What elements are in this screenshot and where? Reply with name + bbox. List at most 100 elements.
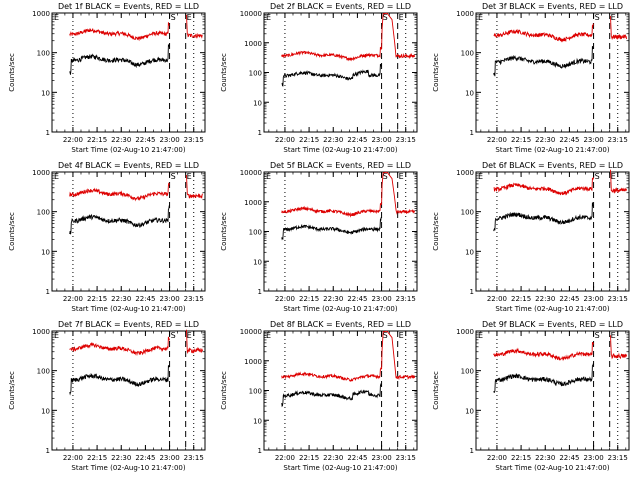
y-axis-label: Counts/sec [432, 212, 440, 251]
x-tick-label: 22:45 [135, 295, 155, 303]
plot-frame [475, 171, 630, 292]
y-axis-label: Counts/sec [220, 371, 228, 410]
plot-frame [263, 12, 418, 133]
start-marker-label: E [478, 172, 483, 181]
x-axis-label: Start Time (02-Aug-10 21:47:00) [495, 305, 609, 313]
panel-title: Det 2f BLACK = Events, RED = LLD [270, 2, 411, 11]
end-marker-label: E [399, 172, 404, 181]
y-tick-label: 1 [470, 447, 474, 455]
end-marker-label: E [611, 172, 616, 181]
x-tick-label: 22:15 [511, 454, 531, 462]
saa-marker-label: S [595, 13, 600, 22]
panel-det-9: Det 9f BLACK = Events, RED = LLD 1 10 100 10… [432, 320, 630, 472]
start-marker-label: E [266, 331, 271, 340]
y-axis-label: Counts/sec [432, 371, 440, 410]
x-tick-label: 23:15 [608, 295, 628, 303]
y-tick-label: 1000 [244, 358, 262, 366]
x-tick-label: 23:15 [396, 136, 416, 144]
end-marker-label: E [399, 13, 404, 22]
x-tick-label: 23:00 [583, 295, 603, 303]
saa-marker-label: S [595, 172, 600, 181]
x-axis-label: Start Time (02-Aug-10 21:47:00) [495, 146, 609, 154]
panel-det-7: Det 7f BLACK = Events, RED = LLD 1 10 100 10… [8, 320, 206, 472]
x-tick-label: 22:00 [275, 136, 295, 144]
x-tick-label: 22:15 [511, 136, 531, 144]
plot-frame [51, 171, 206, 292]
events-series-line [69, 204, 171, 235]
x-tick-label: 22:45 [559, 295, 579, 303]
plot-frame [51, 330, 206, 451]
panel-title: Det 9f BLACK = Events, RED = LLD [482, 320, 623, 329]
y-tick-label: 100 [249, 229, 262, 237]
x-tick-label: 22:00 [487, 295, 507, 303]
x-tick-label: 23:00 [371, 136, 391, 144]
end-marker-label: E [187, 331, 192, 340]
y-tick-label: 10 [41, 89, 50, 97]
x-axis-label: Start Time (02-Aug-10 21:47:00) [71, 464, 185, 472]
end-marker-label: E [399, 331, 404, 340]
events-series-line [493, 202, 594, 232]
x-tick-label: 23:15 [608, 454, 628, 462]
panel-title: Det 3f BLACK = Events, RED = LLD [482, 2, 623, 11]
y-tick-label: 100 [37, 368, 50, 376]
lld-series-line [281, 12, 416, 62]
y-tick-label: 10 [465, 407, 474, 415]
panel-title: Det 5f BLACK = Events, RED = LLD [270, 161, 411, 170]
x-tick-label: 22:15 [299, 136, 319, 144]
x-tick-label: 22:30 [111, 295, 131, 303]
events-series-line [493, 363, 594, 393]
x-tick-label: 23:15 [396, 454, 416, 462]
lld-series-line [69, 14, 203, 42]
y-tick-label: 10 [41, 407, 50, 415]
x-tick-label: 22:00 [63, 454, 83, 462]
y-tick-label: 1000 [244, 40, 262, 48]
y-tick-label: 1000 [456, 10, 474, 18]
panel-title: Det 4f BLACK = Events, RED = LLD [58, 161, 199, 170]
y-tick-label: 1 [46, 288, 50, 296]
y-tick-label: 10000 [240, 169, 262, 177]
x-tick-label: 22:30 [535, 295, 555, 303]
events-series-line [69, 364, 171, 396]
events-series-line [493, 46, 594, 77]
start-marker-label: E [266, 172, 271, 181]
x-tick-label: 22:00 [63, 136, 83, 144]
saa-marker-label: S [595, 331, 600, 340]
start-marker-label: E [478, 331, 483, 340]
x-tick-label: 23:15 [396, 295, 416, 303]
plot-frame [51, 12, 206, 133]
y-tick-label: 100 [37, 209, 50, 217]
y-tick-label: 10 [253, 99, 262, 107]
y-tick-label: 10 [465, 248, 474, 256]
lld-series-line [281, 171, 416, 218]
x-tick-label: 22:00 [487, 454, 507, 462]
end-marker-label: E [611, 13, 616, 22]
lld-series-line [281, 330, 416, 382]
x-tick-label: 22:00 [275, 454, 295, 462]
start-marker-label: E [478, 13, 483, 22]
saa-marker-label: S [171, 13, 176, 22]
x-tick-label: 22:15 [87, 454, 107, 462]
y-tick-label: 1 [258, 447, 262, 455]
x-tick-label: 22:30 [323, 136, 343, 144]
saa-marker-label: S [383, 331, 388, 340]
x-axis-label: Start Time (02-Aug-10 21:47:00) [283, 464, 397, 472]
x-tick-label: 22:15 [511, 295, 531, 303]
x-tick-label: 23:00 [159, 136, 179, 144]
y-tick-label: 1 [470, 129, 474, 137]
y-tick-label: 100 [249, 388, 262, 396]
x-tick-label: 22:00 [487, 136, 507, 144]
plot-frame [263, 330, 418, 451]
panel-det-6: Det 6f BLACK = Events, RED = LLD 1 10 100 10… [432, 161, 630, 313]
y-tick-label: 1000 [32, 328, 50, 336]
x-tick-label: 22:45 [135, 136, 155, 144]
x-tick-label: 23:15 [184, 136, 204, 144]
end-marker-label: E [611, 331, 616, 340]
saa-marker-label: S [383, 13, 388, 22]
y-tick-label: 10 [41, 248, 50, 256]
x-tick-label: 23:00 [371, 295, 391, 303]
events-series-line [281, 217, 382, 241]
x-axis-label: Start Time (02-Aug-10 21:47:00) [283, 305, 397, 313]
x-tick-label: 23:00 [159, 295, 179, 303]
panel-det-2: Det 2f BLACK = Events, RED = LLD 1 10 100 10… [220, 2, 418, 154]
